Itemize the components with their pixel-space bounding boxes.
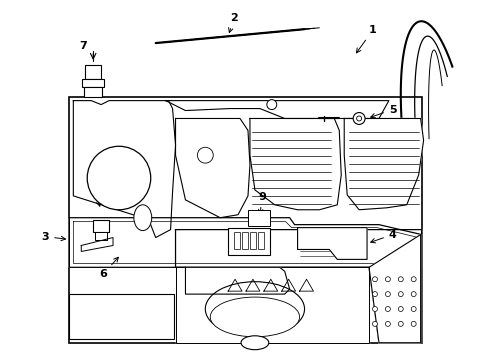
Bar xyxy=(242,231,247,249)
Text: 7: 7 xyxy=(79,41,87,51)
Circle shape xyxy=(372,277,377,282)
Circle shape xyxy=(372,306,377,311)
Polygon shape xyxy=(344,118,423,210)
Circle shape xyxy=(385,306,389,311)
Bar xyxy=(69,294,173,339)
Polygon shape xyxy=(175,230,421,343)
Circle shape xyxy=(372,321,377,327)
Bar xyxy=(95,231,107,239)
Bar xyxy=(257,231,264,249)
Bar xyxy=(228,228,269,255)
Circle shape xyxy=(410,277,415,282)
Ellipse shape xyxy=(210,297,299,337)
Circle shape xyxy=(197,147,213,163)
Bar xyxy=(247,210,269,226)
Circle shape xyxy=(266,100,276,109)
Polygon shape xyxy=(175,267,368,343)
Ellipse shape xyxy=(134,205,151,231)
Polygon shape xyxy=(69,218,421,267)
Ellipse shape xyxy=(241,336,268,350)
Polygon shape xyxy=(81,238,113,251)
Polygon shape xyxy=(73,100,175,238)
Circle shape xyxy=(410,321,415,327)
Polygon shape xyxy=(185,267,289,294)
Polygon shape xyxy=(165,100,388,118)
Bar xyxy=(249,231,255,249)
Bar xyxy=(82,79,104,87)
Circle shape xyxy=(356,116,361,121)
Circle shape xyxy=(372,292,377,297)
Text: 9: 9 xyxy=(257,192,265,214)
Circle shape xyxy=(385,292,389,297)
Bar xyxy=(69,96,421,343)
Circle shape xyxy=(398,277,403,282)
Text: 2: 2 xyxy=(228,13,237,32)
Circle shape xyxy=(352,113,365,125)
Polygon shape xyxy=(175,118,249,218)
Circle shape xyxy=(410,292,415,297)
Circle shape xyxy=(385,277,389,282)
Circle shape xyxy=(398,292,403,297)
Circle shape xyxy=(87,146,150,210)
Bar xyxy=(234,231,240,249)
Polygon shape xyxy=(249,118,341,210)
Polygon shape xyxy=(297,228,366,260)
Text: 4: 4 xyxy=(370,230,396,243)
Text: 3: 3 xyxy=(41,231,65,242)
Text: 1: 1 xyxy=(356,25,376,53)
Circle shape xyxy=(410,306,415,311)
Circle shape xyxy=(385,321,389,327)
Text: 6: 6 xyxy=(99,257,118,279)
Circle shape xyxy=(398,321,403,327)
Text: 8: 8 xyxy=(89,182,100,206)
Text: 5: 5 xyxy=(370,104,396,118)
Bar xyxy=(85,65,101,79)
Polygon shape xyxy=(368,235,420,343)
Ellipse shape xyxy=(205,282,304,336)
Bar xyxy=(93,220,109,231)
Bar xyxy=(84,87,102,96)
Circle shape xyxy=(398,306,403,311)
